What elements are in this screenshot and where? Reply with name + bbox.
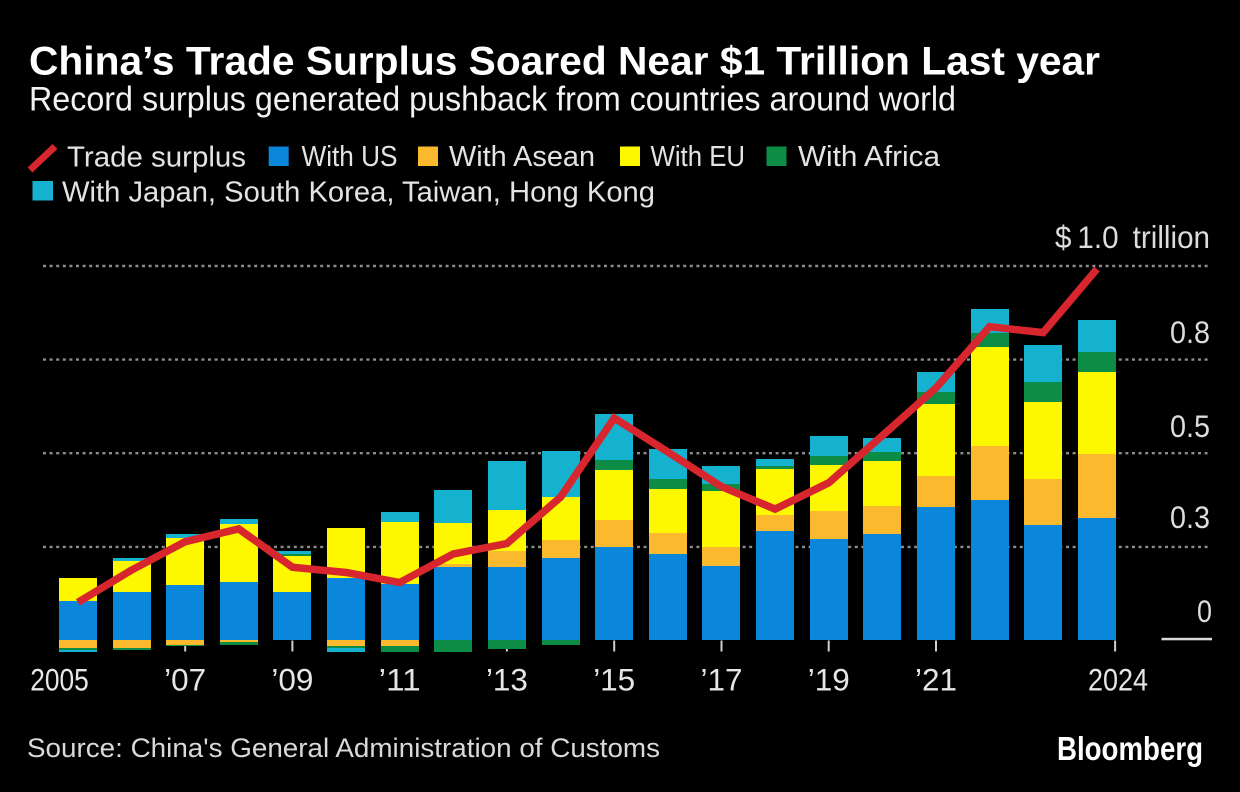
svg-text:0.3: 0.3 [1170,499,1210,535]
svg-text:’21: ’21 [915,662,957,698]
svg-text:0: 0 [1197,593,1212,629]
svg-text:’15: ’15 [593,662,635,698]
svg-text:With Africa: With Africa [798,141,941,173]
svg-text:Source: China's General Admini: Source: China's General Administration o… [27,733,660,763]
svg-text:’11: ’11 [379,662,421,698]
svg-text:0.8: 0.8 [1170,314,1210,350]
svg-text:$ 1.0 trillion: $ 1.0 trillion [1055,219,1210,255]
svg-text:Bloomberg: Bloomberg [1057,730,1203,767]
svg-text:With Asean: With Asean [449,141,595,173]
svg-text:’19: ’19 [808,662,850,698]
svg-text:2005: 2005 [30,662,89,698]
svg-text:With EU: With EU [651,141,746,173]
svg-text:2024: 2024 [1088,662,1148,698]
svg-text:’17: ’17 [700,662,742,698]
svg-text:’07: ’07 [164,662,206,698]
svg-text:China’s Trade Surplus Soared N: China’s Trade Surplus Soared Near $1 Tri… [29,40,1100,84]
svg-text:Record surplus generated pushb: Record surplus generated pushback from c… [29,80,956,118]
svg-text:Trade surplus: Trade surplus [67,142,246,174]
svg-text:0.5: 0.5 [1170,408,1210,444]
svg-text:With US: With US [302,141,398,173]
svg-text:’09: ’09 [271,662,313,698]
svg-text:With Japan, South Korea, Taiwa: With Japan, South Korea, Taiwan, Hong Ko… [62,177,655,209]
svg-text:’13: ’13 [486,662,528,698]
